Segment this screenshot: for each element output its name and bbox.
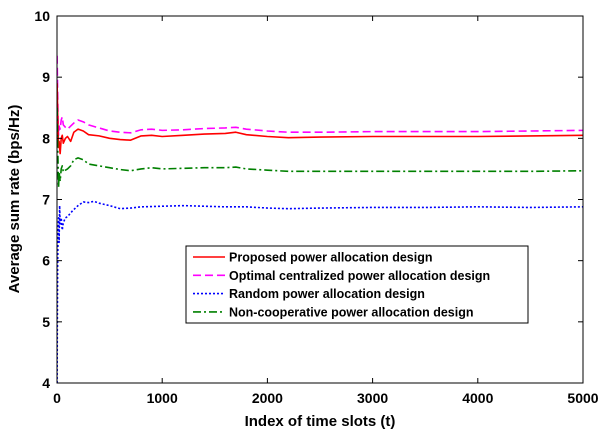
- series-line: [57, 83, 583, 155]
- y-tick-label: 9: [42, 69, 50, 85]
- y-tick-label: 7: [42, 192, 50, 208]
- y-tick-label: 5: [42, 314, 50, 330]
- x-tick-label: 0: [53, 390, 61, 406]
- x-tick-label: 4000: [462, 390, 493, 406]
- legend-items: Proposed power allocation design Optimal …: [193, 251, 490, 319]
- plot-area: [57, 16, 583, 383]
- legend: Proposed power allocation design Optimal …: [185, 245, 529, 324]
- legend-label: Proposed power allocation design: [229, 251, 433, 265]
- series-line: [57, 55, 583, 137]
- ticks-layer: 0 1000 2000 3000 4000 5000 4 5 6 7 8 9 10: [34, 8, 598, 406]
- series-line: [57, 107, 583, 189]
- y-axis-title: Average sum rate (bps/Hz): [6, 105, 23, 294]
- legend-box: [185, 245, 529, 324]
- y-tick-label: 8: [42, 130, 50, 146]
- y-tick-label: 4: [42, 375, 50, 391]
- x-axis-title: Index of time slots (t): [245, 413, 396, 430]
- legend-label: Optimal centralized power allocation des…: [229, 269, 490, 283]
- y-tick-label: 6: [42, 253, 50, 269]
- y-tick-label: 10: [34, 8, 50, 24]
- legend-label: Non-cooperative power allocation design: [229, 305, 473, 319]
- series-layer: [57, 55, 583, 383]
- legend-label: Random power allocation design: [229, 287, 425, 301]
- series-line: [57, 200, 583, 383]
- x-tick-label: 5000: [567, 390, 598, 406]
- x-tick-label: 2000: [252, 390, 283, 406]
- x-tick-label: 1000: [147, 390, 178, 406]
- x-tick-label: 3000: [357, 390, 388, 406]
